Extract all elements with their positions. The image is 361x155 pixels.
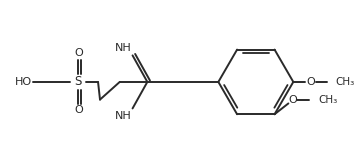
Text: O: O [74,49,83,58]
Text: O: O [288,95,297,106]
Text: O: O [307,77,316,87]
Text: CH₃: CH₃ [318,95,337,106]
Text: NH: NH [115,42,132,53]
Text: O: O [74,105,83,115]
Text: S: S [75,75,82,88]
Text: NH: NH [115,111,132,121]
Text: CH₃: CH₃ [336,77,355,87]
Text: HO: HO [14,77,32,87]
